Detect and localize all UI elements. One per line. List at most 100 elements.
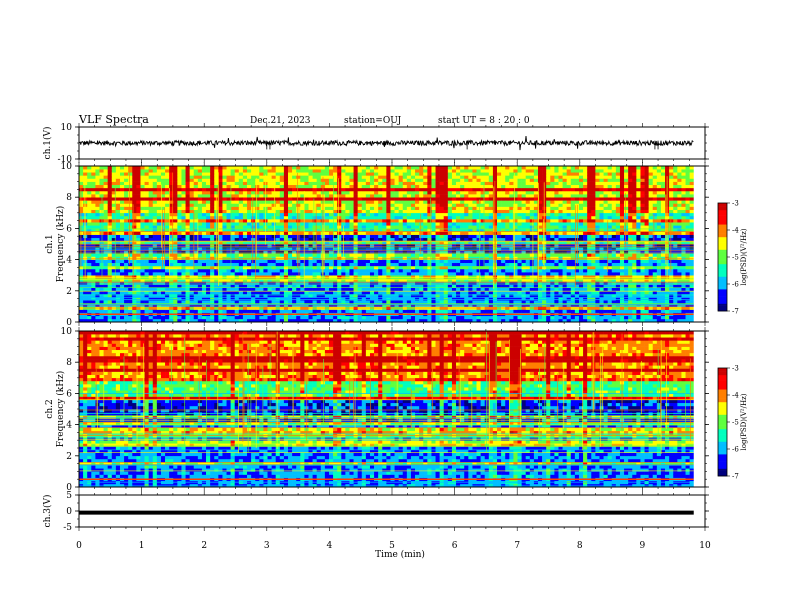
spectrogram-cell (210, 234, 215, 239)
spectrogram-cell (406, 181, 412, 186)
spectrogram-cell (435, 237, 440, 242)
spectrogram-cell (283, 175, 289, 179)
spectrogram-cell (439, 300, 445, 304)
spectrogram-cell (279, 256, 285, 260)
spectrogram-cell (333, 225, 338, 229)
spectrogram-cell (410, 253, 416, 257)
spectrogram-cell (263, 166, 268, 170)
spectrogram-cell (374, 281, 379, 285)
spectrogram-cell (464, 268, 469, 273)
spectrogram-cell (292, 209, 297, 214)
date-label: Dec.21, 2023 (250, 116, 311, 126)
spectrogram-cell (283, 259, 289, 264)
spectrogram-cell (406, 212, 412, 217)
spectrogram-cell (218, 262, 223, 267)
spectrogram-cell (468, 297, 473, 301)
spectrogram-cell (197, 309, 203, 313)
spectrogram-cell (468, 275, 473, 279)
spectrogram-cell (431, 184, 436, 189)
spectrogram-cell (378, 197, 383, 201)
spectrogram-cell (128, 178, 133, 182)
spectrogram-cell (365, 194, 371, 198)
spectrogram-cell (378, 206, 383, 210)
spectrogram-cell (378, 275, 383, 279)
spectrogram-cell (333, 187, 338, 192)
spectrogram-cell (415, 212, 420, 217)
spectrogram-cell (201, 290, 207, 295)
spectrogram-cell (406, 209, 412, 214)
spectrogram-cell (283, 190, 289, 195)
spectrogram-cell (374, 268, 379, 273)
spectrogram-cell (312, 175, 317, 179)
spectrogram-cell (361, 197, 367, 201)
spectrogram-cell (316, 284, 322, 288)
spectrogram-cell (460, 190, 465, 195)
spectrogram-cell (337, 169, 342, 173)
spectrogram-cell (91, 209, 96, 214)
spectrogram-cell (218, 293, 223, 298)
spectrogram-cell (111, 300, 117, 304)
spectrogram-cell (148, 275, 154, 279)
spectrogram-cell (242, 228, 248, 232)
spectrogram-cell (423, 219, 428, 223)
spectrogram-cell (247, 169, 252, 173)
spectrogram-cell (165, 259, 170, 264)
spectrogram-cell (443, 237, 449, 242)
spectrogram-cell (279, 240, 285, 245)
spectrogram-cell (156, 203, 162, 207)
spectrogram-cell (132, 169, 137, 173)
spectrogram-cell (398, 234, 404, 239)
spectrogram-cell (361, 169, 367, 173)
spectrogram-cell (189, 225, 195, 229)
spectrogram-cell (103, 318, 108, 323)
spectrogram-cell (152, 281, 158, 285)
spectrogram-cell (390, 244, 395, 248)
spectrogram-cell (374, 203, 379, 207)
spectrogram-cell (439, 194, 445, 198)
spectrogram-cell (337, 222, 342, 226)
spectrogram-cell (439, 244, 445, 248)
spectrogram-cell (456, 187, 461, 192)
spectrogram-cell (119, 181, 125, 186)
spectrogram-cell (189, 250, 195, 254)
spectrogram-cell (234, 206, 240, 210)
spectrogram-cell (267, 265, 272, 270)
spectrogram-cell (316, 215, 322, 220)
spectrogram-cell (119, 234, 125, 239)
spectrogram-cell (79, 300, 84, 304)
spectrogram-cell (443, 225, 449, 229)
spectrogram-cell (107, 275, 113, 279)
spectrogram-cell (431, 190, 436, 195)
spectrogram-cell (443, 309, 449, 313)
spectrogram-cell (156, 178, 162, 182)
spectrogram-cell (337, 184, 342, 189)
spectrogram-cell (230, 262, 236, 267)
spectrogram-cell (304, 318, 309, 323)
spectrogram-cell (140, 181, 145, 186)
spectrogram-cell (435, 228, 440, 232)
spectrogram-cell (160, 318, 166, 323)
spectrogram-cell (369, 309, 375, 313)
spectrogram-cell (316, 265, 322, 270)
spectrogram-cell (177, 244, 182, 248)
spectrogram-cell (251, 169, 256, 173)
spectrogram-cell (472, 190, 477, 195)
spectrogram-cell (271, 247, 277, 251)
spectrogram-cell (197, 253, 203, 257)
spectrogram-cell (382, 190, 387, 195)
spectrogram-cell (435, 234, 440, 239)
spectrogram-cell (443, 197, 449, 201)
spectrogram-cell (132, 247, 137, 251)
spectrogram-cell (415, 215, 420, 220)
spectrogram-cell (115, 293, 121, 298)
spectrogram-cell (386, 184, 391, 189)
spectrogram-cell (464, 265, 469, 270)
spectrogram-cell (447, 206, 453, 210)
spectrogram-cell (447, 253, 453, 257)
spectrogram-cell (357, 194, 363, 198)
spectrogram-cell (173, 256, 178, 260)
spectrogram-cell (451, 318, 457, 323)
spectrogram-cell (431, 172, 436, 176)
spectrogram-cell (398, 256, 404, 260)
spectrogram-cell (439, 212, 445, 217)
